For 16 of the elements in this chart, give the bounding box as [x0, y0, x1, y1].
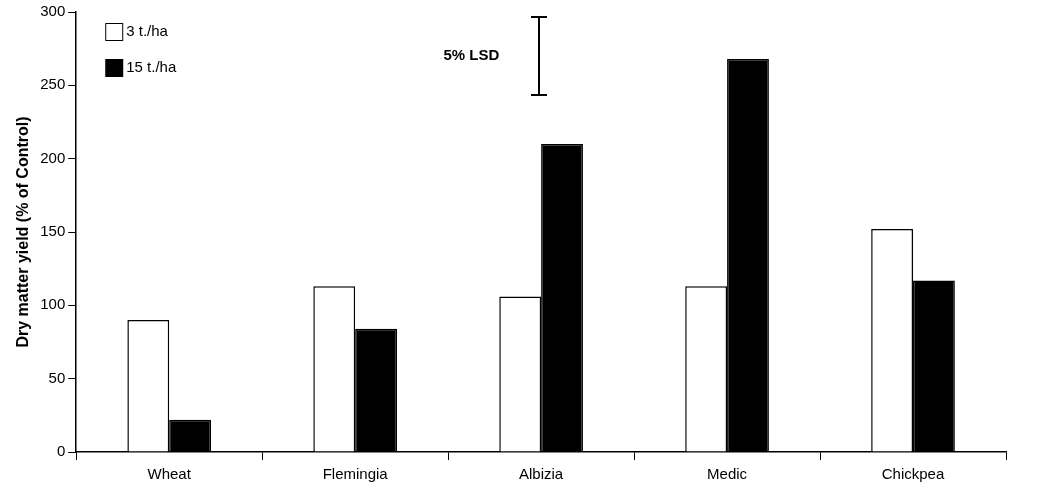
x-tick-label: Chickpea [881, 465, 945, 483]
y-tick-label: 200 [40, 148, 66, 166]
y-tick-label: 300 [40, 2, 66, 20]
legend-label: 3 t./ha [126, 22, 169, 40]
y-tick-label: 0 [56, 442, 66, 460]
y-axis-title: Dry matter yield (% of Control) [14, 116, 32, 348]
y-tick-label: 100 [40, 295, 66, 313]
annotation: 5% LSD [443, 46, 500, 64]
x-tick-label: Medic [707, 465, 748, 483]
y-tick-label: 50 [48, 368, 66, 386]
legend-label: 15 t./ha [126, 58, 177, 76]
y-tick-label: 250 [40, 75, 66, 93]
x-tick-label: Wheat [147, 465, 192, 483]
y-tick-label: 150 [40, 222, 66, 240]
x-tick-label: Flemingia [322, 465, 389, 483]
x-tick-label: Albizia [519, 465, 564, 483]
